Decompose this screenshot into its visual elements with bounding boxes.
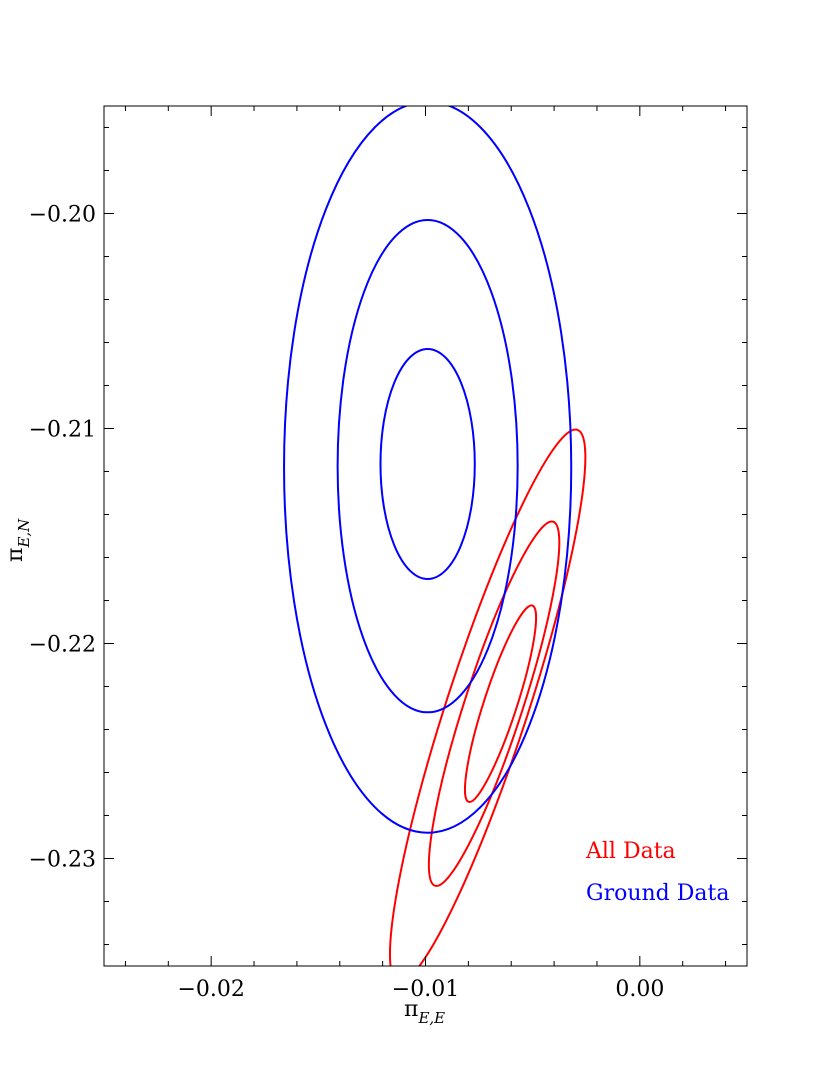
ticks-layer: [104, 106, 747, 966]
labels-layer: −0.02 −0.01 0.00 −0.20 −0.21 −0.22 −0.23 All Da…: [29, 203, 730, 1003]
x-tick-label: 0.00: [615, 977, 664, 1002]
x-axis-label: πE,E: [404, 997, 445, 1027]
contour-ground-data-3-sigma: [283, 106, 573, 834]
contour-all-data-1-sigma: [463, 604, 538, 803]
contour-ground-data-2-sigma: [336, 218, 519, 714]
contours-layer: [283, 106, 587, 966]
x-tick-label: −0.02: [177, 977, 244, 1002]
y-tick-label: −0.20: [29, 203, 96, 228]
contour-all-data-2-sigma: [427, 520, 561, 887]
plot-frame: [103, 105, 748, 967]
legend-entry-all-data: All Data: [585, 839, 676, 864]
y-tick-label: −0.23: [29, 848, 96, 873]
y-tick-label: −0.21: [29, 418, 96, 443]
y-tick-label: −0.22: [29, 633, 96, 658]
contour-all-data-3-sigma: [388, 428, 587, 966]
x-tick-label: −0.01: [392, 977, 459, 1002]
y-axis-label: πE,N: [3, 518, 33, 562]
legend-entry-ground-data: Ground Data: [586, 881, 729, 906]
contour-ground-data-1-sigma: [379, 347, 476, 581]
